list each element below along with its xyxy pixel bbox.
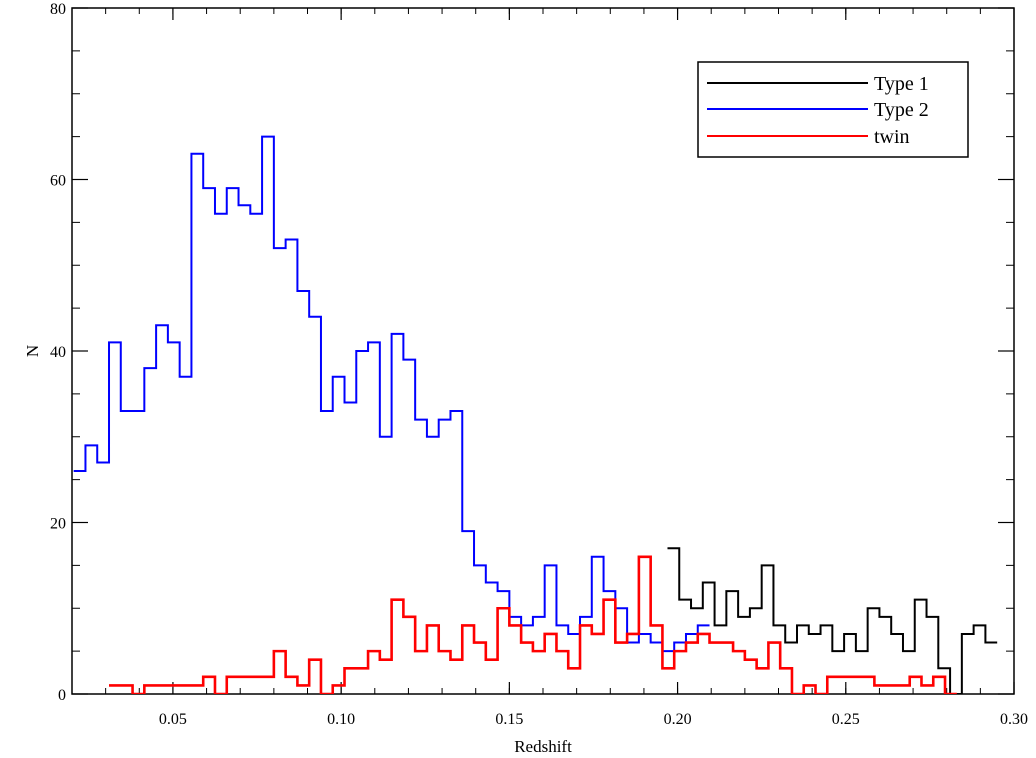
legend-label-type1: Type 1 [874,73,929,95]
x-tick-label: 0.30 [1000,711,1028,728]
legend: Type 1 Type 2 twin [697,61,969,158]
x-tick-label: 0.25 [832,711,860,728]
legend-label-type2: Type 2 [874,99,929,121]
x-axis-title: Redshift [514,737,572,756]
series-layer [73,135,998,694]
x-tick-label: 0.15 [495,711,523,728]
y-tick-label: 60 [50,173,66,190]
series-type-1-step-line [667,547,998,694]
x-tick-label: 0.20 [664,711,692,728]
x-tick-label: 0.10 [327,711,355,728]
y-tick-label: 80 [50,1,66,18]
series-type-2-step-line [73,135,710,653]
axis-ticks [71,7,1015,695]
y-tick-label: 20 [50,516,66,533]
series-twin-step-line [109,555,957,694]
y-tick-label: 0 [58,687,66,704]
y-axis-title: N [23,345,42,357]
legend-label-twin: twin [874,126,910,148]
y-tick-label: 40 [50,344,66,361]
x-tick-label: 0.05 [159,711,187,728]
